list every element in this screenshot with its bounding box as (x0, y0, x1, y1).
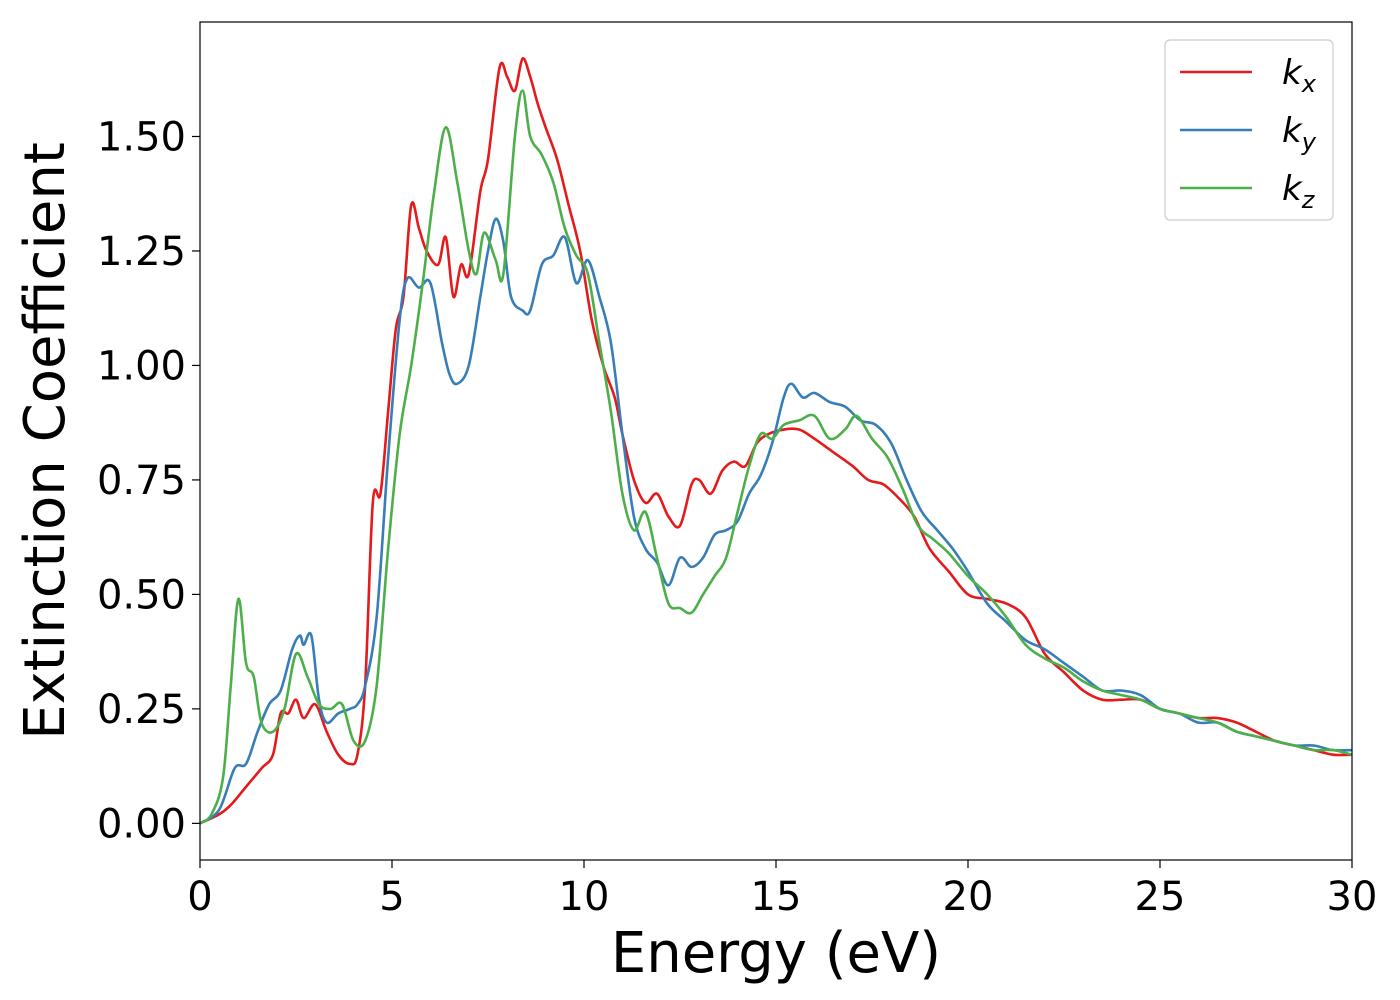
x-tick-label-5: 25 (1135, 874, 1186, 920)
legend-label-base-y: k (1282, 111, 1303, 151)
legend-label-sub-x: x (1301, 70, 1317, 98)
x-axis: 0 5 10 15 20 25 30 (187, 860, 1377, 920)
series-line-z (199, 89, 1353, 825)
legend-label-base-z: k (1282, 169, 1303, 209)
y-axis: 0.00 0.25 0.50 0.75 1.00 1.25 1.50 (97, 114, 200, 847)
y-tick-label-3: 0.75 (97, 458, 186, 504)
legend-label-base-x: k (1282, 53, 1303, 93)
y-tick-label-6: 1.50 (97, 114, 186, 160)
y-axis-label: Extinction Coefficient (13, 142, 78, 740)
y-tick-label-4: 1.00 (97, 343, 186, 389)
legend-label-z: kz (1282, 169, 1316, 214)
legend-label-y: ky (1282, 111, 1317, 156)
x-tick-label-3: 15 (751, 874, 802, 920)
x-tick-label-2: 10 (559, 874, 610, 920)
x-axis-label: Energy (eV) (611, 921, 941, 986)
x-tick-label-4: 20 (943, 874, 994, 920)
legend-label-x: kx (1282, 53, 1317, 98)
series-line-y (199, 217, 1353, 825)
plot-background (200, 22, 1352, 860)
x-tick-label-6: 30 (1327, 874, 1378, 920)
y-tick-label-2: 0.50 (97, 572, 186, 618)
series-layer (199, 57, 1353, 825)
x-tick-label-1: 5 (379, 874, 404, 920)
legend-label-sub-z: z (1301, 186, 1316, 214)
y-tick-label-5: 1.25 (97, 229, 186, 275)
legend-label-sub-y: y (1301, 128, 1317, 156)
x-tick-label-0: 0 (187, 874, 212, 920)
y-tick-label-0: 0.00 (97, 801, 186, 847)
y-tick-label-1: 0.25 (97, 687, 186, 733)
